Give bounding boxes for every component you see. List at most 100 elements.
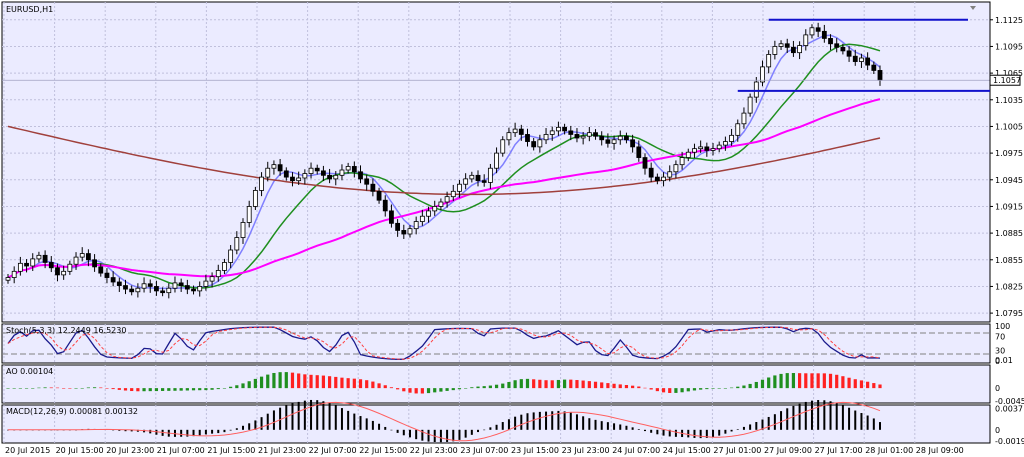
macd-bar <box>643 429 646 432</box>
macd-bar <box>483 429 486 431</box>
ao-bar <box>692 388 697 391</box>
ao-bar <box>705 388 709 390</box>
ao-bar <box>649 388 653 390</box>
candle <box>234 237 240 251</box>
ao-bar <box>130 388 134 392</box>
macd-bar <box>699 429 702 439</box>
macd-bar <box>272 410 275 430</box>
ao-bar <box>426 388 431 394</box>
candle <box>389 210 394 224</box>
ao-bar <box>798 373 802 389</box>
candle <box>506 132 512 141</box>
macd-bar <box>551 411 554 430</box>
macd-bar <box>359 416 362 430</box>
ao-bar <box>631 385 635 389</box>
macd-bar <box>229 429 232 431</box>
macd-bar <box>507 419 510 430</box>
ao-bar <box>525 378 530 389</box>
ao-bar <box>618 384 622 389</box>
candle <box>61 270 67 276</box>
macd-bar <box>477 429 480 433</box>
candle <box>259 176 264 191</box>
ao-label: AO 0.00104 <box>6 367 53 376</box>
x-tick-label: 20 Jul 15:00 <box>56 446 104 455</box>
y-tick-label: 1.0885 <box>995 229 1023 238</box>
ao-bar <box>229 386 233 389</box>
macd-bar <box>310 399 313 430</box>
macd-bar <box>421 429 424 441</box>
candle <box>654 176 660 182</box>
macd-bar <box>637 429 640 430</box>
macd-bar <box>693 429 696 438</box>
macd-bar <box>297 401 300 430</box>
ao-bar <box>117 388 121 390</box>
candle <box>698 146 704 150</box>
ao-bar <box>550 380 554 389</box>
candle <box>345 166 351 171</box>
candle <box>395 222 401 231</box>
ao-bar <box>742 385 746 389</box>
ao-bar <box>185 388 189 391</box>
ao-bar <box>173 388 177 391</box>
x-tick-label: 22 Jul 23:00 <box>410 446 458 455</box>
stoch-y-label: 100 <box>995 322 1010 331</box>
candle <box>321 170 326 176</box>
candle <box>463 178 469 185</box>
ao-bar <box>470 387 474 389</box>
ao-bar <box>161 388 165 391</box>
candle <box>296 177 302 182</box>
macd-bar <box>606 422 609 430</box>
candle <box>617 135 623 141</box>
candle <box>679 157 685 166</box>
candle <box>877 70 883 81</box>
candle <box>580 135 586 139</box>
macd-bar <box>668 429 671 437</box>
candle <box>203 280 209 287</box>
x-tick-label: 23 Jul 07:00 <box>460 446 508 455</box>
macd-bar <box>854 410 857 430</box>
macd-bar <box>489 427 492 430</box>
candle <box>129 288 135 293</box>
candle <box>92 259 97 268</box>
candle <box>351 166 357 173</box>
macd-bar <box>149 429 152 434</box>
macd-bar <box>767 416 770 430</box>
macd-bar <box>285 405 288 430</box>
ao-bar <box>259 376 264 389</box>
macd-bar <box>266 413 269 430</box>
ao-bar <box>866 381 870 389</box>
macd-y-label: 0 <box>995 426 1000 435</box>
macd-bar <box>365 418 368 430</box>
candle <box>803 34 809 46</box>
ao-bar <box>729 387 734 389</box>
macd-bar <box>384 426 387 430</box>
candle <box>630 139 636 148</box>
macd-bar <box>810 400 813 430</box>
macd-bar <box>501 422 504 430</box>
macd-bar <box>458 429 461 440</box>
ao-bar <box>247 381 251 389</box>
macd-bar <box>625 425 628 430</box>
candle <box>685 151 691 158</box>
macd-bar <box>804 401 807 430</box>
ao-bar <box>717 388 721 389</box>
candle <box>135 287 141 293</box>
x-tick-label: 24 Jul 15:00 <box>663 446 711 455</box>
candle <box>30 258 36 267</box>
ao-bar <box>123 388 128 391</box>
ao-bar <box>309 374 313 389</box>
candle <box>419 215 425 222</box>
x-tick-label: 21 Jul 23:00 <box>258 446 306 455</box>
ao-bar <box>278 372 282 389</box>
candle <box>327 174 332 180</box>
candle <box>104 272 110 278</box>
candle <box>413 221 419 230</box>
candle <box>36 254 42 260</box>
candle <box>314 167 320 172</box>
macd-bar <box>545 411 548 430</box>
macd-bar <box>303 400 306 430</box>
candle <box>481 180 487 183</box>
ao-bar <box>315 375 319 389</box>
macd-bar <box>291 403 294 430</box>
